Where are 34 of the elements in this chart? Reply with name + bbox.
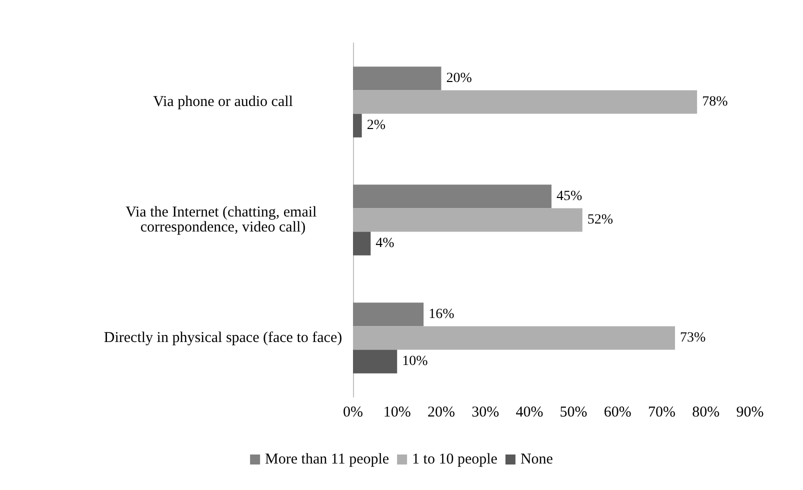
data-label: 4% <box>376 236 395 252</box>
legend-label: None <box>520 452 554 468</box>
y-tick-label: Via the Internet (chatting, email correspondence, video call) <box>126 204 320 236</box>
bar <box>353 208 582 232</box>
bar <box>353 326 676 350</box>
bar <box>353 114 362 138</box>
data-label: 45% <box>556 188 582 204</box>
bar <box>353 66 442 90</box>
bar <box>353 350 398 374</box>
y-tick-label: Directly in physical space (face to face) <box>104 330 342 346</box>
data-label: 16% <box>428 306 455 322</box>
x-tick-label: 90% <box>736 404 764 420</box>
bar <box>353 184 552 208</box>
x-tick-label: 30% <box>472 404 500 420</box>
data-label: 10% <box>402 354 428 370</box>
data-label: 2% <box>366 118 386 134</box>
bar <box>353 232 371 256</box>
y-tick-label: Via phone or audio call <box>153 94 293 110</box>
x-tick-label: 10% <box>383 404 411 420</box>
data-label: 20% <box>446 70 472 86</box>
x-tick-label: 60% <box>604 404 632 420</box>
data-label: 73% <box>680 330 706 346</box>
x-tick-label: 80% <box>692 404 720 420</box>
bar <box>353 90 698 114</box>
x-tick-label: 20% <box>427 404 455 420</box>
x-tick-label: 70% <box>648 404 676 420</box>
x-tick-label: 0% <box>343 404 363 420</box>
legend-label: 1 to 10 people <box>412 452 498 468</box>
legend-label: More than 11 people <box>265 452 390 468</box>
data-label: 52% <box>587 212 614 228</box>
bar <box>353 302 424 326</box>
data-label: 78% <box>702 94 728 110</box>
x-tick-label: 40% <box>516 404 544 420</box>
x-tick-label: 50% <box>560 404 588 420</box>
